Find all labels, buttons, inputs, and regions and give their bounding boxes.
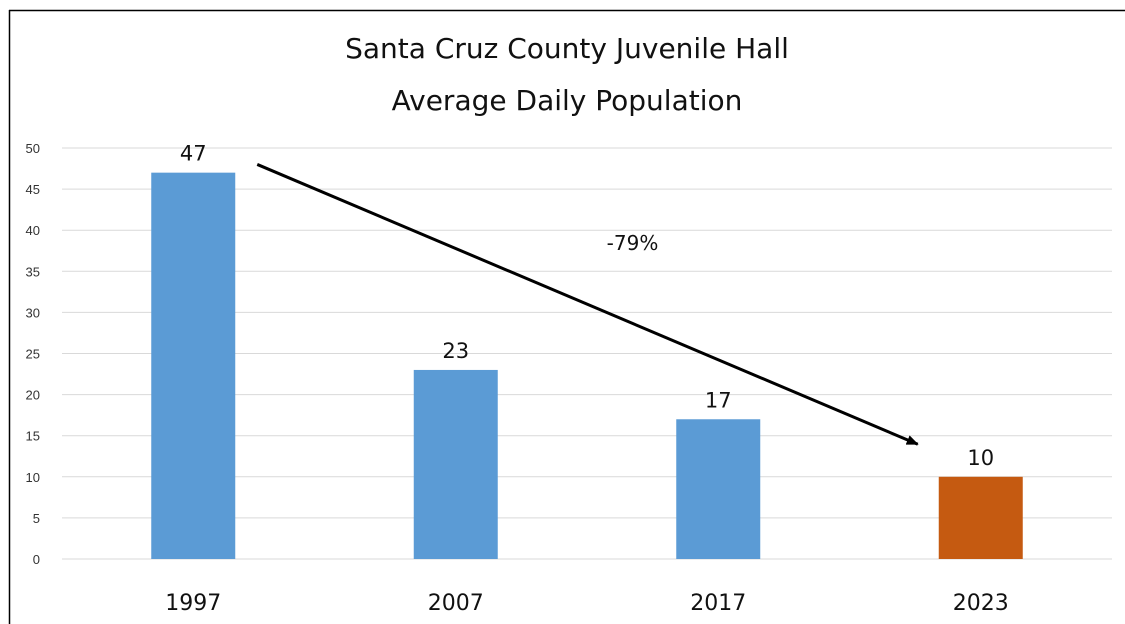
data-label: 17 [705, 388, 732, 412]
y-tick-label: 40 [26, 223, 40, 238]
data-label: 10 [967, 446, 994, 470]
chart-title: Santa Cruz County Juvenile Hall [345, 32, 789, 65]
y-tick-label: 10 [26, 470, 40, 485]
y-tick-label: 35 [26, 264, 40, 279]
y-axis-ticks: 0 5 10 15 20 25 30 35 40 45 50 [26, 141, 40, 567]
bar-1997 [151, 172, 236, 559]
bar-2007 [413, 369, 498, 559]
x-tick-label: 2023 [953, 591, 1009, 616]
percent-change-label: -79% [607, 231, 659, 255]
gridlines [62, 147, 1112, 560]
x-axis-ticks: 1997 2007 2017 2023 [165, 591, 1009, 616]
y-tick-label: 0 [33, 552, 40, 567]
y-tick-label: 5 [33, 511, 40, 526]
data-labels: 47 23 17 10 [180, 142, 994, 470]
x-tick-label: 1997 [165, 591, 221, 616]
y-tick-label: 50 [26, 141, 40, 156]
y-tick-label: 15 [26, 429, 40, 444]
data-label: 23 [442, 339, 469, 363]
trend-arrow [256, 163, 919, 446]
trend-annotation: -79% [256, 163, 919, 446]
bar-2023 [938, 476, 1023, 559]
chart-subtitle: Average Daily Population [392, 84, 743, 117]
y-tick-label: 20 [26, 388, 40, 403]
y-tick-label: 45 [26, 182, 40, 197]
x-tick-label: 2017 [690, 591, 746, 616]
data-label: 47 [180, 142, 207, 166]
y-tick-label: 25 [26, 347, 40, 362]
bars [151, 172, 1023, 559]
x-tick-label: 2007 [428, 591, 484, 616]
y-tick-label: 30 [26, 305, 40, 320]
bar-2017 [676, 419, 761, 559]
